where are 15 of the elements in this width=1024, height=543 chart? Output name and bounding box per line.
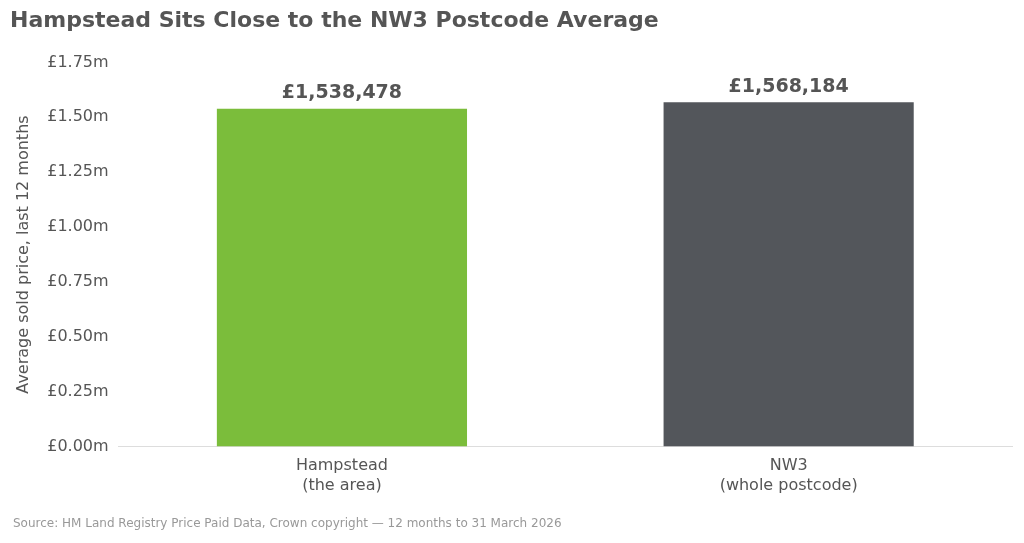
y-tick-label: £0.25m: [47, 380, 109, 400]
data-label: £1,538,478: [281, 80, 403, 103]
y-tick-label: £1.75m: [47, 51, 109, 71]
y-tick-label: £1.25m: [47, 161, 109, 181]
y-tick-label: £0.75m: [47, 271, 109, 291]
x-tick-label: Hampstead (the area): [295, 455, 388, 494]
x-tick-label: NW3 (whole postcode): [719, 455, 858, 494]
source-note: Source: HM Land Registry Price Paid Data, Crown copyright — 12 months to 31 March 2026: [13, 516, 562, 530]
chart-title: Hampstead Sits Close to the NW3 Postcode Average: [10, 6, 659, 32]
y-tick-label: £0.00m: [47, 435, 109, 455]
y-tick-label: £0.50m: [47, 325, 109, 345]
y-tick-label: £1.00m: [47, 216, 109, 236]
data-label: £1,568,184: [728, 73, 849, 96]
y-axis-title: Average sold price, last 12 months: [12, 115, 32, 394]
y-tick-label: £1.50m: [47, 106, 109, 126]
